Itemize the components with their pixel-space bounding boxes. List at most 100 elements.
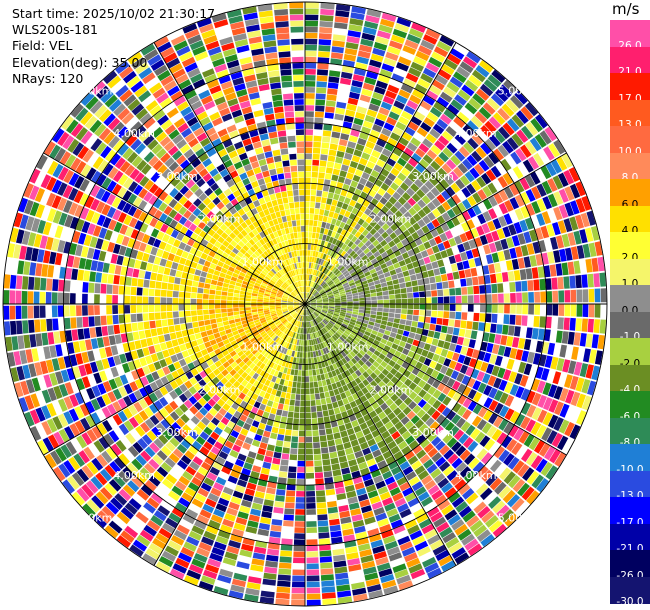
- velocity-cell: [352, 406, 360, 414]
- velocity-cell: [127, 205, 137, 217]
- velocity-cell: [71, 491, 86, 506]
- velocity-cell: [257, 306, 263, 309]
- velocity-cell: [285, 374, 290, 381]
- velocity-cell: [264, 379, 271, 387]
- velocity-cell: [445, 367, 454, 377]
- velocity-cell: [355, 282, 362, 287]
- velocity-cell: [314, 292, 319, 297]
- velocity-cell: [327, 155, 336, 162]
- velocity-cell: [364, 114, 376, 124]
- velocity-cell: [339, 379, 346, 387]
- velocity-cell: [340, 267, 347, 274]
- velocity-cell: [283, 292, 290, 296]
- velocity-cell: [258, 264, 265, 270]
- velocity-cell: [536, 213, 546, 226]
- velocity-cell: [77, 328, 85, 340]
- velocity-cell: [399, 508, 412, 519]
- velocity-cell: [55, 371, 64, 385]
- velocity-cell: [312, 430, 319, 437]
- velocity-cell: [214, 348, 222, 356]
- velocity-cell: [501, 272, 509, 282]
- velocity-cell: [287, 306, 294, 308]
- velocity-cell: [52, 163, 64, 178]
- velocity-cell: [33, 291, 40, 304]
- velocity-cell: [232, 247, 239, 255]
- velocity-cell: [445, 537, 460, 549]
- velocity-cell: [407, 121, 419, 132]
- velocity-cell: [341, 364, 348, 372]
- velocity-cell: [556, 156, 568, 171]
- velocity-cell: [339, 170, 347, 178]
- velocity-cell: [328, 321, 334, 327]
- velocity-cell: [415, 148, 426, 158]
- velocity-cell: [314, 123, 323, 130]
- velocity-cell: [257, 308, 264, 312]
- velocity-cell: [466, 277, 473, 286]
- velocity-cell: [98, 127, 111, 141]
- velocity-cell: [418, 389, 427, 398]
- velocity-cell: [245, 298, 251, 302]
- velocity-cell: [545, 465, 558, 480]
- velocity-cell: [344, 355, 351, 362]
- velocity-cell: [425, 90, 439, 101]
- velocity-cell: [340, 309, 347, 313]
- velocity-cell: [498, 293, 504, 303]
- velocity-cell: [417, 470, 429, 481]
- velocity-cell: [266, 554, 279, 562]
- velocity-cell: [208, 519, 221, 530]
- velocity-cell: [372, 91, 384, 101]
- velocity-cell: [277, 312, 283, 317]
- velocity-cell: [305, 8, 319, 15]
- velocity-cell: [539, 130, 552, 145]
- velocity-cell: [264, 276, 271, 281]
- velocity-cell: [337, 285, 344, 290]
- velocity-cell: [431, 79, 445, 91]
- velocity-cell: [289, 399, 295, 406]
- velocity-cell: [296, 388, 301, 394]
- velocity-cell: [336, 584, 351, 592]
- velocity-cell: [47, 332, 55, 345]
- velocity-cell: [295, 363, 299, 370]
- velocity-cell: [251, 306, 257, 310]
- velocity-cell: [422, 215, 431, 225]
- velocity-cell: [282, 295, 288, 299]
- velocity-cell: [461, 312, 468, 320]
- velocity-cell: [325, 277, 331, 283]
- velocity-cell: [328, 281, 334, 287]
- velocity-cell: [294, 313, 299, 319]
- velocity-cell: [378, 24, 393, 34]
- velocity-cell: [510, 293, 516, 303]
- velocity-cell: [391, 274, 398, 280]
- velocity-cell: [292, 381, 297, 388]
- velocity-cell: [310, 305, 317, 307]
- velocity-cell: [587, 318, 594, 333]
- velocity-cell: [291, 318, 296, 324]
- velocity-cell: [386, 372, 394, 380]
- velocity-cell: [392, 191, 401, 201]
- velocity-cell: [193, 217, 202, 226]
- velocity-cell: [101, 393, 112, 406]
- velocity-cell: [376, 332, 384, 338]
- velocity-cell: [25, 216, 35, 231]
- velocity-cell: [500, 335, 508, 346]
- velocity-cell: [225, 389, 233, 398]
- velocity-cell: [261, 321, 268, 326]
- velocity-cell: [266, 353, 273, 360]
- velocity-cell: [314, 111, 324, 118]
- velocity-cell: [235, 321, 242, 327]
- velocity-cell: [334, 113, 344, 121]
- velocity-cell: [597, 334, 605, 350]
- velocity-cell: [290, 337, 294, 344]
- velocity-cell: [385, 276, 392, 282]
- velocity-cell: [102, 262, 110, 273]
- velocity-cell: [318, 172, 325, 179]
- velocity-cell: [305, 141, 313, 148]
- velocity-cell: [257, 447, 266, 456]
- velocity-cell: [294, 320, 298, 326]
- velocity-cell: [484, 120, 497, 134]
- velocity-cell: [509, 183, 520, 196]
- velocity-cell: [547, 178, 558, 192]
- velocity-cell: [310, 274, 313, 281]
- velocity-cell: [378, 273, 385, 280]
- velocity-cell: [233, 380, 241, 389]
